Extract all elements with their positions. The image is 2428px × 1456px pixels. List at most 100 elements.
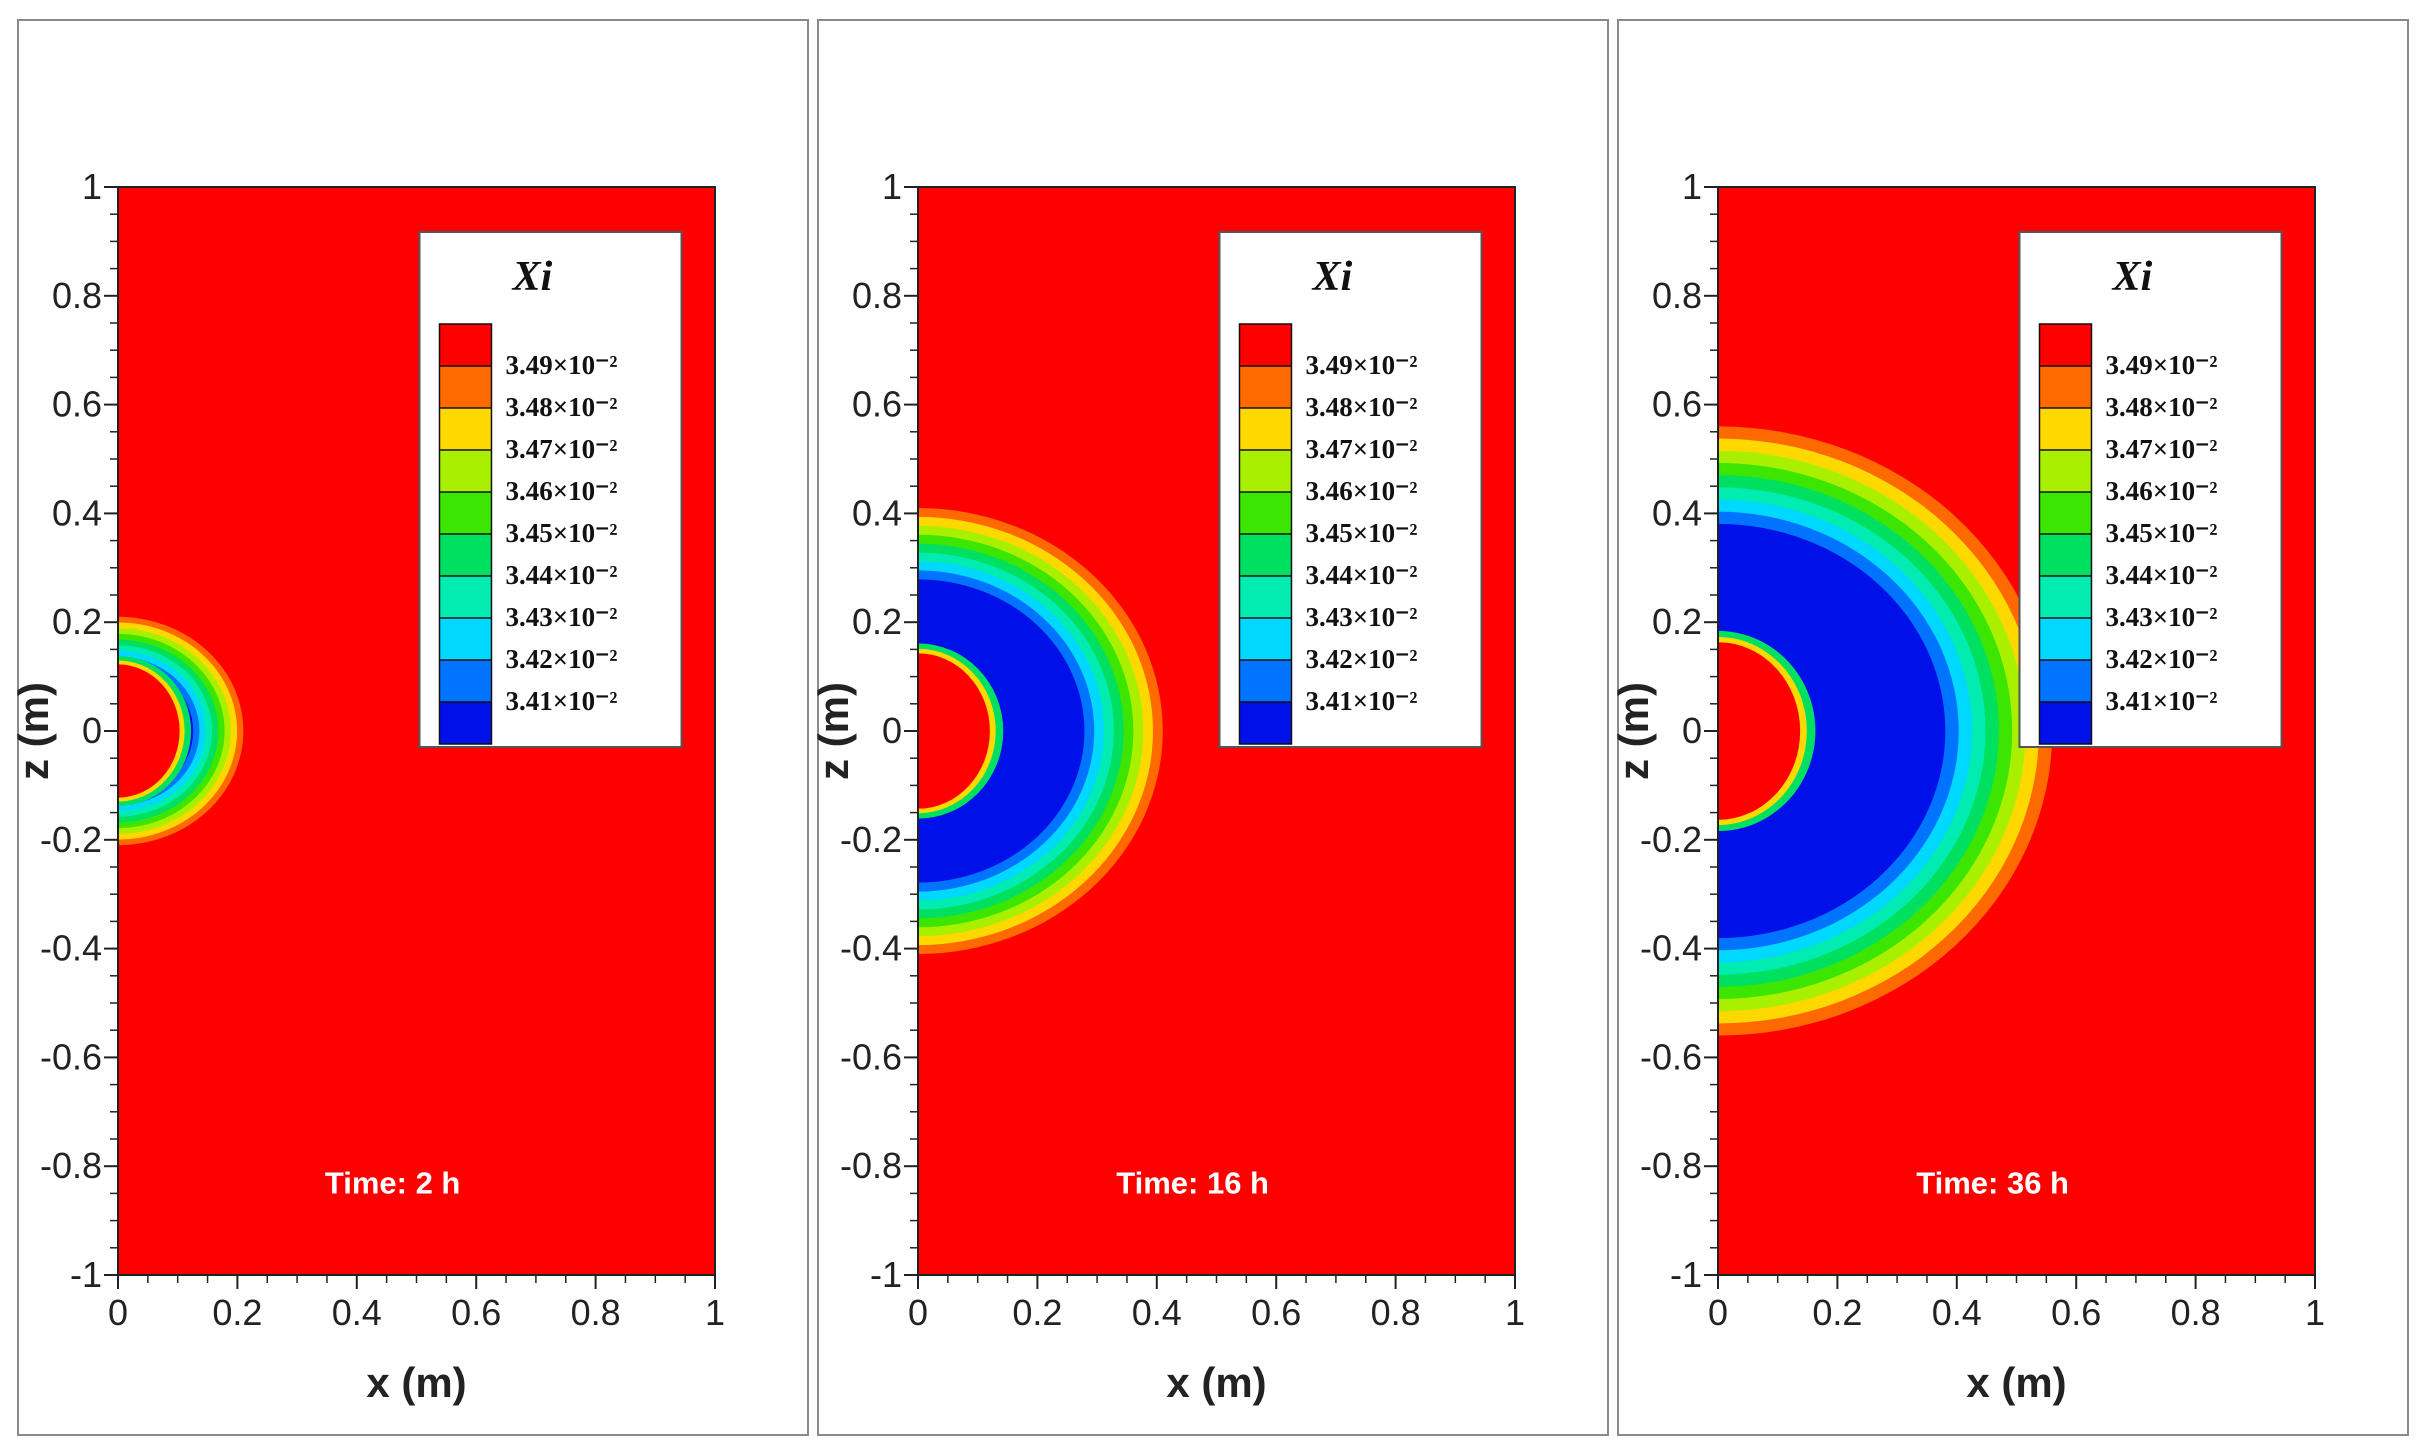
x-tick-label: 0.2	[1012, 1292, 1062, 1333]
y-tick-label: 0.8	[52, 275, 102, 316]
legend-label: 3.44×10⁻²	[1305, 560, 1417, 590]
legend-swatch	[439, 534, 492, 576]
x-tick-label: 0.4	[332, 1292, 382, 1333]
legend-swatch-border	[438, 323, 493, 745]
legend: Xi 3.49×10⁻² 3.48×10⁻² 3.47×10⁻² 3.46×10⁻² 3.…	[418, 231, 683, 748]
legend-label: 3.41×10⁻²	[505, 686, 617, 716]
y-axis-title: z (m)	[10, 682, 57, 780]
legend-swatch	[1239, 534, 1292, 576]
y-tick-label: 0.2	[1652, 601, 1702, 642]
legend-swatch	[2039, 408, 2092, 450]
y-tick-label: 0.6	[852, 384, 902, 425]
legend-swatch	[2039, 450, 2092, 492]
legend-swatch	[439, 408, 492, 450]
legend-label: 3.44×10⁻²	[505, 560, 617, 590]
time-label: Time: 16 h	[1116, 1165, 1269, 1200]
x-tick-label: 1	[1505, 1292, 1525, 1333]
legend-swatch	[439, 366, 492, 408]
y-tick-label: -0.4	[840, 928, 902, 969]
y-tick-label: 0	[882, 710, 902, 751]
legend-swatch	[2039, 324, 2092, 366]
y-tick-label: -0.6	[840, 1036, 902, 1077]
time-label: Time: 2 h	[325, 1165, 461, 1200]
y-tick-label: -0.8	[1640, 1145, 1702, 1186]
x-tick-label: 0.6	[1251, 1292, 1301, 1333]
x-tick-label: 0	[1708, 1292, 1728, 1333]
legend-swatch	[2039, 576, 2092, 618]
legend-swatch	[439, 450, 492, 492]
legend-swatch	[1239, 324, 1292, 366]
legend-label: 3.49×10⁻²	[2105, 350, 2217, 380]
legend-label: 3.48×10⁻²	[2105, 392, 2217, 422]
legend-label: 3.45×10⁻²	[505, 518, 617, 548]
x-tick-label: 0.4	[1132, 1292, 1182, 1333]
legend-swatch	[1239, 492, 1292, 534]
y-tick-label: -0.6	[40, 1036, 102, 1077]
legend-swatch	[2039, 534, 2092, 576]
legend-title: Xi	[511, 254, 553, 300]
legend-label: 3.43×10⁻²	[505, 602, 617, 632]
legend-swatch	[1239, 660, 1292, 702]
y-tick-label: -0.8	[840, 1145, 902, 1186]
x-tick-label: 0.8	[1371, 1292, 1421, 1333]
time-label: Time: 36 h	[1916, 1165, 2069, 1200]
legend-label: 3.42×10⁻²	[1305, 644, 1417, 674]
legend-swatch-border	[1238, 323, 1293, 745]
legend-swatch	[439, 576, 492, 618]
legend-swatch	[2039, 660, 2092, 702]
legend-label: 3.47×10⁻²	[505, 434, 617, 464]
legend-label: 3.41×10⁻²	[2105, 686, 2217, 716]
legend: Xi 3.49×10⁻² 3.48×10⁻² 3.47×10⁻² 3.46×10⁻² 3.…	[1218, 231, 1483, 748]
contour-field	[1718, 187, 2315, 1275]
legend-label: 3.46×10⁻²	[1305, 476, 1417, 506]
x-tick-label: 0	[908, 1292, 928, 1333]
legend-title: Xi	[2111, 254, 2153, 300]
core-center	[1718, 642, 1801, 820]
x-axis-title: x (m)	[1166, 1359, 1266, 1406]
core-center	[118, 664, 180, 798]
legend-label: 3.47×10⁻²	[2105, 434, 2217, 464]
y-tick-label: -1	[1670, 1254, 1702, 1295]
y-tick-label: 0.8	[1652, 275, 1702, 316]
y-tick-label: 0.4	[852, 492, 902, 533]
legend-label: 3.45×10⁻²	[1305, 518, 1417, 548]
y-tick-label: 1	[1682, 166, 1702, 207]
legend-swatch	[2039, 492, 2092, 534]
x-axis-title: x (m)	[1966, 1359, 2066, 1406]
y-tick-label: -0.2	[840, 819, 902, 860]
legend-swatch	[439, 492, 492, 534]
legend-swatch	[1239, 408, 1292, 450]
legend-label: 3.42×10⁻²	[2105, 644, 2217, 674]
y-tick-label: 1	[882, 166, 902, 207]
x-tick-label: 1	[705, 1292, 725, 1333]
legend-swatch-border	[2038, 323, 2093, 745]
legend-label: 3.47×10⁻²	[1305, 434, 1417, 464]
x-tick-label: 0.2	[1812, 1292, 1862, 1333]
y-tick-label: -1	[870, 1254, 902, 1295]
legend-label: 3.46×10⁻²	[505, 476, 617, 506]
y-tick-label: -0.4	[40, 928, 102, 969]
x-tick-label: 0.8	[571, 1292, 621, 1333]
y-tick-label: -0.8	[40, 1145, 102, 1186]
panel-right: 10.80.60.40.20-0.2-0.4-0.6-0.8-10 0.2 0.4 0…	[1610, 19, 2409, 1436]
y-tick-label: -0.2	[40, 819, 102, 860]
y-tick-label: 0.2	[852, 601, 902, 642]
x-tick-label: 0.2	[212, 1292, 262, 1333]
legend-swatch	[439, 702, 492, 744]
y-tick-label: 0.4	[1652, 492, 1702, 533]
y-tick-label: 0.6	[1652, 384, 1702, 425]
legend-label: 3.45×10⁻²	[2105, 518, 2217, 548]
y-axis-title: z (m)	[1610, 682, 1657, 780]
x-tick-label: 1	[2305, 1292, 2325, 1333]
legend-label: 3.43×10⁻²	[1305, 602, 1417, 632]
legend-label: 3.43×10⁻²	[2105, 602, 2217, 632]
y-tick-label: 0.4	[52, 492, 102, 533]
y-tick-label: -0.4	[1640, 928, 1702, 969]
legend-swatch	[1239, 366, 1292, 408]
panel-left: 10.80.60.40.20-0.2-0.4-0.6-0.8-10 0.2 0.4 0…	[10, 19, 809, 1436]
legend-label: 3.41×10⁻²	[1305, 686, 1417, 716]
legend-swatch	[1239, 450, 1292, 492]
legend-label: 3.48×10⁻²	[505, 392, 617, 422]
legend-swatch	[1239, 618, 1292, 660]
